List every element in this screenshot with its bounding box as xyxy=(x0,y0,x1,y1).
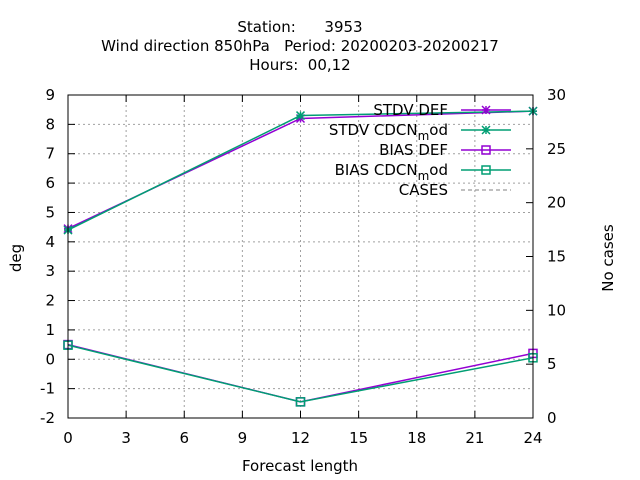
data-point xyxy=(295,111,306,121)
data-point xyxy=(295,397,306,407)
y-axis: -2 -1 0 1 2 3 4 5 6 7 8 9 xyxy=(40,86,75,427)
legend-item: CASES xyxy=(399,181,511,199)
legend-label: STDV CDCNmod xyxy=(329,121,448,143)
x-axis: 0 3 6 9 12 15 18 21 24 xyxy=(63,95,543,447)
y2-axis-label: No cases xyxy=(599,224,617,292)
y2-tick-label: 20 xyxy=(547,194,566,212)
x-tick-label: 6 xyxy=(179,429,189,447)
y-tick-label: 7 xyxy=(45,145,55,163)
legend-marker xyxy=(481,105,491,115)
y-tick-label: 3 xyxy=(45,262,55,280)
y-tick-label: -2 xyxy=(40,409,55,427)
y-tick-label: 4 xyxy=(45,233,55,251)
legend-label: CASES xyxy=(399,181,448,199)
y2-tick-label: 15 xyxy=(547,248,566,266)
x-tick-label: 24 xyxy=(523,429,542,447)
x-tick-label: 12 xyxy=(291,429,310,447)
y2-tick-label: 25 xyxy=(547,140,566,158)
y-tick-label: 2 xyxy=(45,292,55,310)
y-tick-label: 0 xyxy=(45,350,55,368)
legend-marker xyxy=(481,165,491,175)
series-line xyxy=(67,344,534,403)
y-axis-label: deg xyxy=(7,244,25,272)
title-line: Wind direction 850hPa Period: 20200203-2… xyxy=(101,37,499,55)
x-tick-label: 3 xyxy=(121,429,131,447)
y-tick-label: 9 xyxy=(45,86,55,104)
x-tick-label: 18 xyxy=(407,429,426,447)
y2-axis: 0 5 10 15 20 25 30 xyxy=(526,86,566,427)
legend-item: STDV DEF xyxy=(373,101,511,119)
legend-marker xyxy=(481,125,491,135)
y-tick-label: 8 xyxy=(45,115,55,133)
y2-tick-label: 30 xyxy=(547,86,566,104)
y-tick-label: -1 xyxy=(40,380,55,398)
x-tick-label: 21 xyxy=(465,429,484,447)
x-tick-label: 0 xyxy=(63,429,73,447)
legend-label: BIAS DEF xyxy=(379,141,448,159)
y-tick-label: 1 xyxy=(45,321,55,339)
x-axis-label: Forecast length xyxy=(242,457,358,475)
y2-tick-label: 0 xyxy=(547,409,557,427)
x-tick-label: 15 xyxy=(349,429,368,447)
x-tick-label: 9 xyxy=(238,429,248,447)
y-tick-label: 5 xyxy=(45,203,55,221)
legend-label: BIAS CDCNmod xyxy=(335,161,448,183)
y-tick-label: 6 xyxy=(45,174,55,192)
y2-tick-label: 5 xyxy=(547,355,557,373)
grid xyxy=(68,95,533,418)
series-line xyxy=(67,343,534,403)
legend-label: STDV DEF xyxy=(373,101,448,119)
title-line: Station: 3953 xyxy=(237,18,362,36)
legend-item: BIAS DEF xyxy=(379,141,511,159)
legend-item: BIAS CDCNmod xyxy=(335,161,511,183)
title-line: Hours: 00,12 xyxy=(249,56,350,74)
legend-marker xyxy=(481,145,491,155)
y2-tick-label: 10 xyxy=(547,301,566,319)
